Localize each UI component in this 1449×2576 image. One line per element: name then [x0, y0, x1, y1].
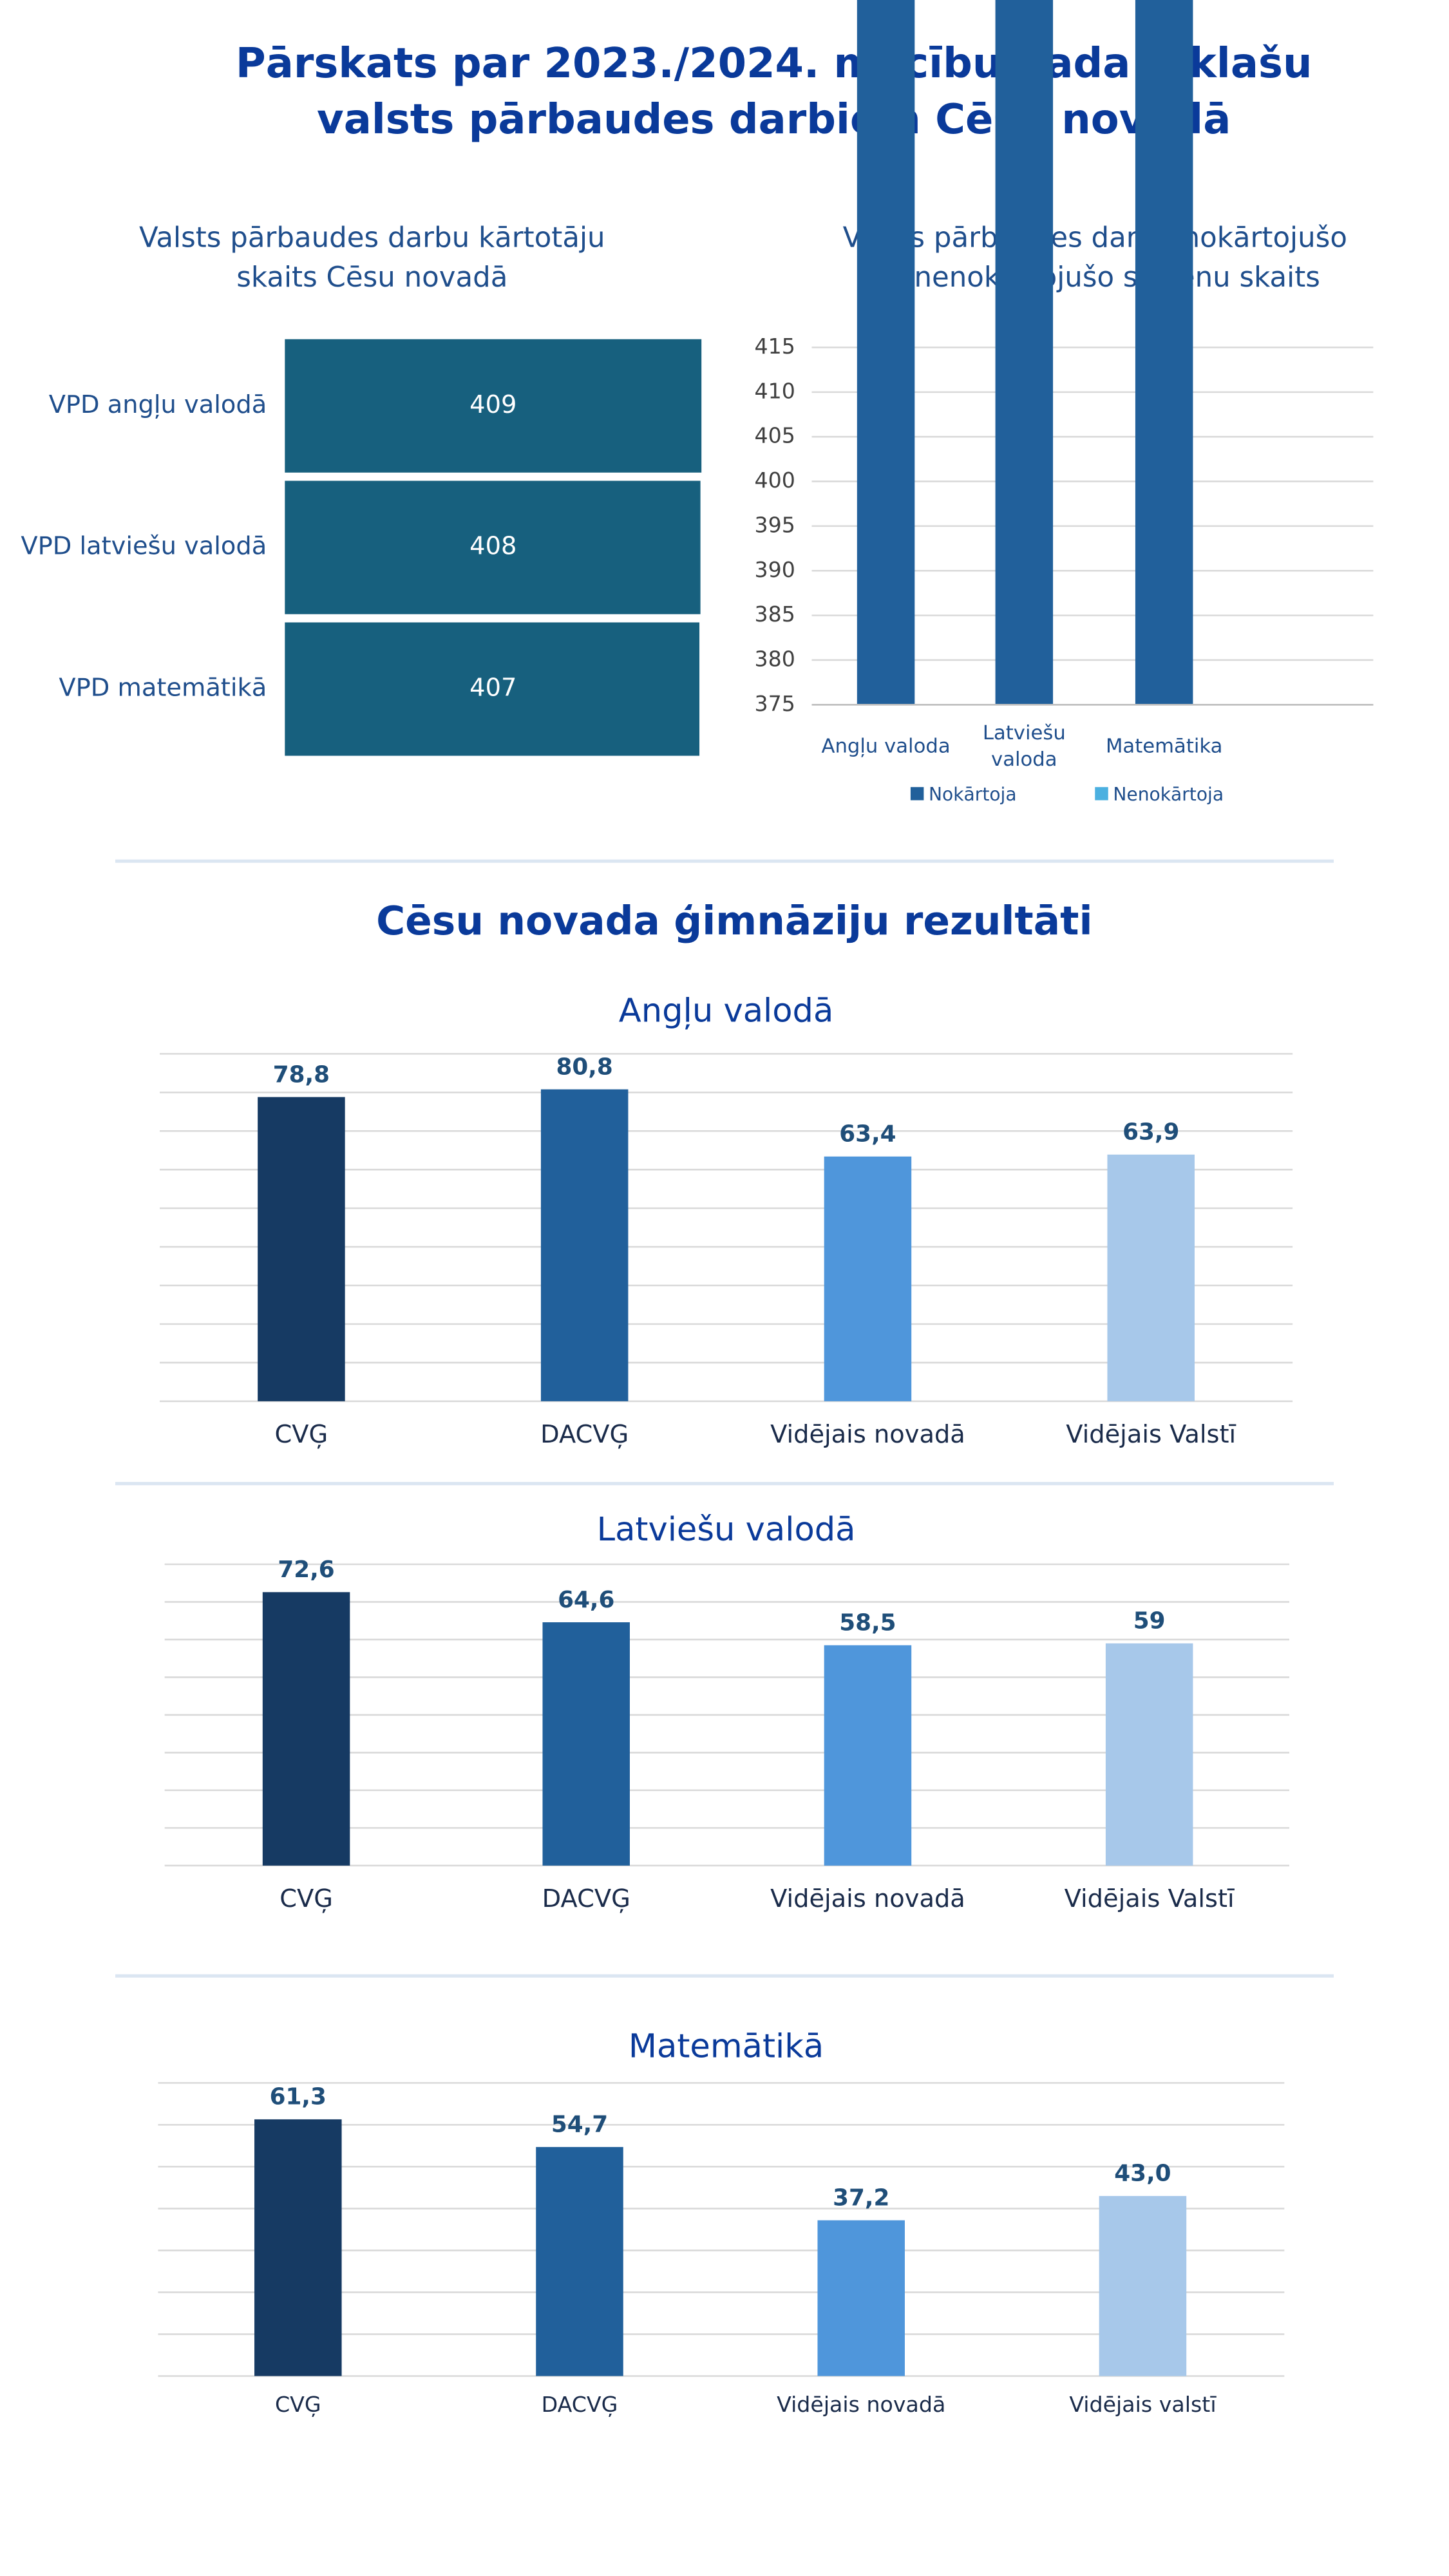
- data-label: 59: [1133, 1608, 1166, 1634]
- category-label: VPD angļu valodā: [49, 390, 267, 419]
- category-label: Vidējais Valstī: [1066, 1420, 1236, 1449]
- category-label: Matemātika: [1105, 734, 1223, 758]
- bar: [1105, 1643, 1193, 1866]
- data-label: 80,8: [556, 1054, 613, 1080]
- data-label: 37,2: [833, 2184, 889, 2211]
- category-label: DACVĢ: [542, 2392, 618, 2417]
- chart-title: Angļu valodā: [619, 992, 834, 1030]
- category-label: Latviešu valoda: [982, 721, 1066, 771]
- section-title: Cēsu novada ģimnāziju rezultāti: [376, 898, 1092, 944]
- y-tick-label: 410: [755, 378, 795, 403]
- category-label: Vidējais novadā: [770, 1420, 965, 1449]
- data-label: 43,0: [1114, 2161, 1171, 2187]
- page-title: Pārskats par 2023./2024. mācību gada 9.k…: [235, 40, 1312, 144]
- bar: [536, 2146, 623, 2376]
- category-label: Vidējais Valstī: [1065, 1884, 1235, 1913]
- data-label: 78,8: [273, 1061, 330, 1088]
- bar: [540, 1089, 629, 1401]
- category-label: CVĢ: [275, 1420, 328, 1449]
- bar: [258, 1097, 345, 1401]
- y-tick-label: 395: [755, 512, 795, 537]
- y-tick-label: 390: [755, 557, 795, 582]
- category-label: CVĢ: [279, 1884, 333, 1913]
- category-label: CVĢ: [275, 2392, 321, 2417]
- bar: [542, 1622, 630, 1866]
- y-tick-label: 400: [755, 468, 795, 493]
- legend-label: Nenokārtoja: [1113, 784, 1224, 805]
- chart-title: Matemātikā: [629, 2028, 824, 2066]
- y-tick-label: 375: [755, 691, 795, 716]
- bar: [824, 1156, 912, 1401]
- category-label: VPD latviešu valodā: [21, 532, 267, 561]
- category-label: DACVĢ: [540, 1420, 629, 1449]
- category-label: DACVĢ: [542, 1884, 630, 1913]
- data-label: 58,5: [839, 1609, 896, 1636]
- data-label: 63,4: [839, 1121, 896, 1148]
- category-label-box: Matemātika: [1105, 734, 1223, 758]
- data-label: 72,6: [278, 1557, 334, 1583]
- category-label-box: Angļu valoda: [821, 734, 951, 758]
- data-label: 409: [469, 390, 516, 419]
- chart-title: Valsts pārbaudes darbu kārtotāju skaits …: [139, 222, 605, 295]
- legend-swatch: [910, 787, 924, 800]
- y-tick-label: 385: [755, 601, 795, 627]
- data-label: 407: [469, 674, 516, 703]
- data-label: 408: [469, 532, 516, 561]
- data-label: 64,6: [558, 1587, 614, 1613]
- bar: [824, 1645, 912, 1866]
- chart-title: Valsts pārbaudes darbu nokārtojušo un ne…: [842, 222, 1347, 295]
- y-tick-label: 380: [755, 646, 795, 671]
- chart-title: Latviešu valodā: [597, 1511, 856, 1549]
- bar-segment: [995, 0, 1054, 705]
- category-label-box: Latviešu valoda: [982, 721, 1066, 771]
- bar: [1107, 1154, 1195, 1401]
- y-tick-label: 415: [755, 334, 795, 359]
- y-tick-label: 405: [755, 423, 795, 448]
- category-label: VPD matemātikā: [59, 674, 267, 703]
- legend-swatch: [1095, 787, 1108, 800]
- page-title-box: Pārskats par 2023./2024. mācību gada 9.k…: [235, 40, 1312, 144]
- chart-title-box: Valsts pārbaudes darbu kārtotāju skaits …: [139, 222, 605, 295]
- data-label: 63,9: [1122, 1119, 1179, 1146]
- category-label: Vidējais novadā: [777, 2392, 945, 2417]
- bar: [285, 480, 701, 614]
- data-label: 61,3: [270, 2084, 327, 2110]
- bar: [285, 622, 700, 756]
- category-label: Angļu valoda: [821, 734, 951, 758]
- bar: [1099, 2195, 1187, 2376]
- category-label: Vidējais novadā: [770, 1884, 965, 1913]
- bar: [262, 1592, 350, 1866]
- data-label: 54,7: [551, 2112, 608, 2138]
- bar: [254, 2119, 342, 2376]
- legend-label: Nokārtoja: [929, 784, 1017, 805]
- bar-segment: [857, 0, 915, 705]
- category-label: Vidējais valstī: [1069, 2392, 1217, 2417]
- bar: [285, 339, 702, 473]
- bar: [817, 2220, 905, 2376]
- chart-title-box: Valsts pārbaudes darbu nokārtojušo un ne…: [842, 222, 1347, 295]
- bar-segment: [1135, 0, 1193, 705]
